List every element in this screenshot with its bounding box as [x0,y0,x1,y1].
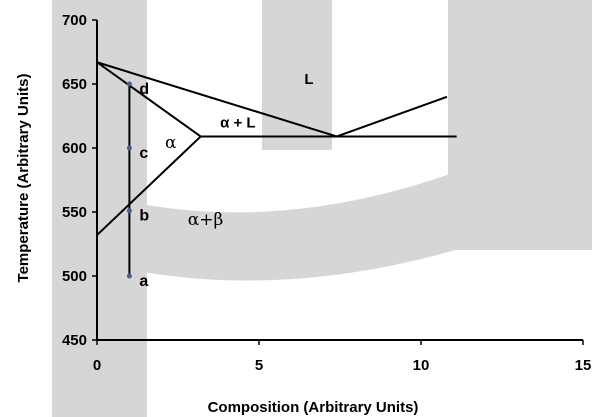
point-d-marker [126,81,132,87]
x-axis-title: Composition (Arbitrary Units) [208,399,419,416]
region-label-2: α + L [220,115,255,132]
series-layer [96,61,457,276]
region-label-4: α+β [188,210,224,230]
point-b-label: b [139,208,149,225]
y-tick-label: 500 [62,268,87,285]
y-axis-title: Temperature (Arbitrary Units) [15,74,32,283]
x-tick-label: 10 [413,357,430,374]
x-tick-label: 0 [93,357,101,374]
point-d-label: d [139,81,149,98]
point-b-marker [126,208,132,214]
watermark-graphic [52,0,592,417]
points-layer: a b c d [126,81,149,290]
y-tick-label: 700 [62,12,87,29]
y-tick-label: 600 [62,140,87,157]
axes: 0 5 10 15 450 500 550 600 650 700 [62,12,591,374]
x-tick-label: 5 [255,357,263,374]
point-a-marker [126,273,132,279]
point-c-marker [126,145,132,151]
point-a-label: a [139,273,148,290]
y-tick-label: 650 [62,76,87,93]
annotations-layer: Lα + L α α+β [165,71,313,230]
point-c-label: c [139,145,148,162]
region-label-3: α [165,133,177,153]
region-label-1: L [304,71,313,88]
x-tick-label: 15 [575,357,592,374]
y-tick-label: 550 [62,204,87,221]
y-tick-label: 450 [62,332,87,349]
